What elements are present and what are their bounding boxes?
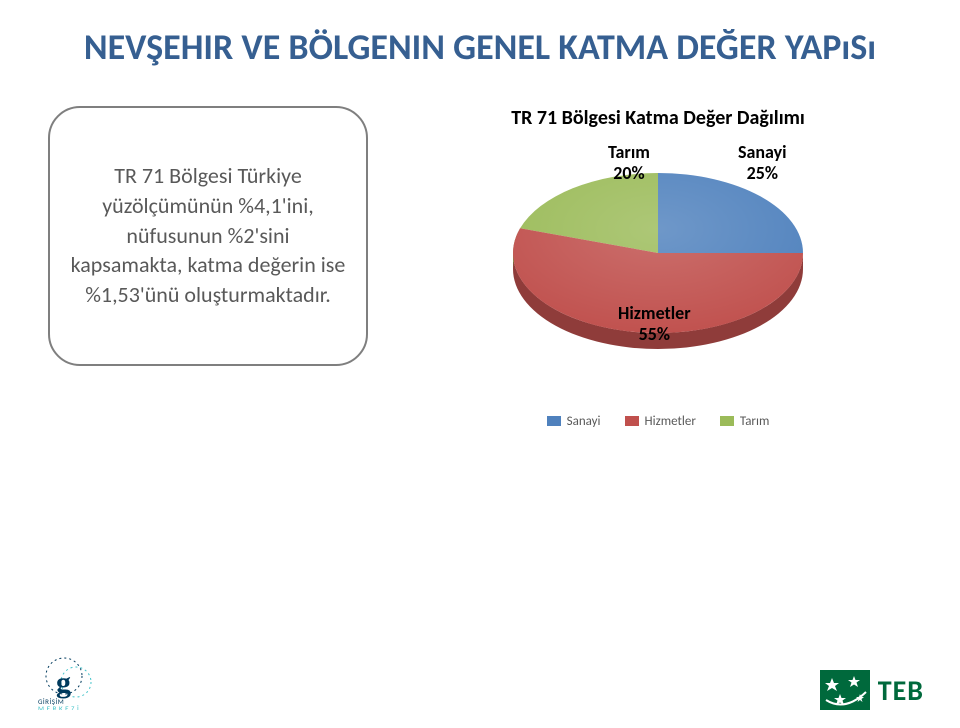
logo-bar: g GİRİŞİM M E R K E Z İ TEB: [0, 654, 960, 710]
slice-label-tarim: Tarım 20%: [608, 142, 650, 185]
legend-label: Tarım: [740, 414, 769, 429]
girisim-merkezi-logo: g GİRİŞİM M E R K E Z İ: [36, 654, 106, 710]
pie-chart-area: TR 71 Bölgesi Katma Değer Dağılımı: [404, 106, 912, 429]
bnp-stars-icon: [820, 670, 870, 710]
legend-swatch: [547, 416, 561, 426]
slice-label-value: 20%: [608, 163, 650, 185]
slice-label-name: Hizmetler: [618, 303, 691, 325]
slide: NEVŞEHIR VE BÖLGENIN GENEL KATMA DEĞER Y…: [0, 0, 960, 728]
legend-swatch: [720, 416, 734, 426]
info-text: TR 71 Bölgesi Türkiye yüzölçümünün %4,1'…: [70, 161, 346, 309]
legend-item: Sanayi: [547, 414, 601, 429]
legend-item: Hizmetler: [625, 414, 696, 429]
svg-text:g: g: [56, 666, 71, 699]
legend-item: Tarım: [720, 414, 769, 429]
slice-label-name: Tarım: [608, 142, 650, 164]
legend-swatch: [625, 416, 639, 426]
slice-label-sanayi: Sanayi 25%: [738, 142, 787, 185]
svg-text:M E R K E Z İ: M E R K E Z İ: [38, 704, 79, 710]
chart-title: TR 71 Bölgesi Katma Değer Dağılımı: [404, 106, 912, 130]
slice-label-value: 55%: [618, 324, 691, 346]
pie-chart: Tarım 20% Sanayi 25% Hizmetler 55%: [488, 148, 828, 378]
teb-wordmark: TEB: [878, 673, 924, 708]
slice-label-name: Sanayi: [738, 142, 787, 164]
page-title: NEVŞEHIR VE BÖLGENIN GENEL KATMA DEĞER Y…: [48, 28, 912, 68]
girisim-merkezi-icon: g GİRİŞİM M E R K E Z İ: [36, 654, 106, 710]
teb-logo: TEB: [820, 670, 924, 710]
legend-label: Hizmetler: [645, 414, 696, 429]
chart-legend: Sanayi Hizmetler Tarım: [404, 414, 912, 429]
legend-label: Sanayi: [567, 414, 601, 429]
content-row: TR 71 Bölgesi Türkiye yüzölçümünün %4,1'…: [48, 106, 912, 429]
slice-label-value: 25%: [738, 163, 787, 185]
info-box: TR 71 Bölgesi Türkiye yüzölçümünün %4,1'…: [48, 106, 368, 366]
slice-label-hizmetler: Hizmetler 55%: [618, 303, 691, 346]
